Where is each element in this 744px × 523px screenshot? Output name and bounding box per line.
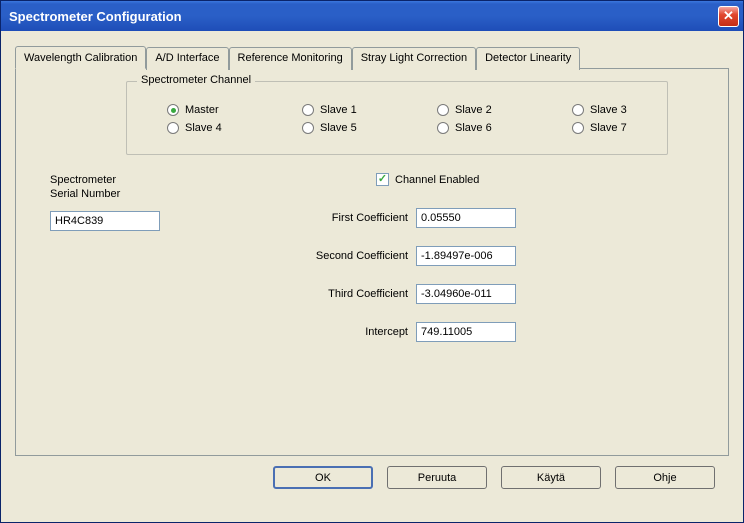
radio-label: Slave 3 (590, 104, 627, 116)
serial-label-line2: Serial Number (50, 188, 120, 200)
radio-icon (572, 122, 584, 134)
channel-enabled-label: Channel Enabled (395, 174, 479, 186)
tab-stray-light-correction[interactable]: Stray Light Correction (352, 47, 476, 70)
radio-label: Slave 6 (455, 122, 492, 134)
radio-icon (437, 122, 449, 134)
first-coefficient-row: First Coefficient (236, 208, 718, 228)
channel-enabled-row: Channel Enabled (376, 173, 718, 186)
radio-label: Slave 5 (320, 122, 357, 134)
first-coefficient-label: First Coefficient (236, 212, 416, 224)
apply-button[interactable]: Käytä (501, 466, 601, 489)
dialog-buttons: OK Peruuta Käytä Ohje (15, 456, 729, 489)
radio-slave7[interactable]: Slave 7 (572, 122, 647, 134)
radio-label: Slave 4 (185, 122, 222, 134)
form-area: Spectrometer Serial Number Channel Enabl… (26, 173, 718, 360)
help-button[interactable]: Ohje (615, 466, 715, 489)
close-icon: ✕ (723, 8, 734, 24)
second-coefficient-input[interactable] (416, 246, 516, 266)
radio-slave2[interactable]: Slave 2 (437, 104, 512, 116)
serial-label-line1: Spectrometer (50, 174, 116, 186)
window-title: Spectrometer Configuration (9, 9, 182, 24)
radio-slave3[interactable]: Slave 3 (572, 104, 647, 116)
third-coefficient-row: Third Coefficient (236, 284, 718, 304)
radio-slave1[interactable]: Slave 1 (302, 104, 377, 116)
titlebar: Spectrometer Configuration ✕ (1, 1, 743, 31)
coefficients-column: Channel Enabled First Coefficient Second… (216, 173, 718, 360)
intercept-input[interactable] (416, 322, 516, 342)
tab-reference-monitoring[interactable]: Reference Monitoring (229, 47, 352, 70)
radio-icon (167, 122, 179, 134)
serial-label: Spectrometer Serial Number (50, 173, 216, 201)
radio-slave4[interactable]: Slave 4 (167, 122, 242, 134)
radio-icon (572, 104, 584, 116)
ok-button[interactable]: OK (273, 466, 373, 489)
radio-icon (302, 122, 314, 134)
tab-panel: Spectrometer Channel Master Slave 1 Slav… (15, 68, 729, 456)
spectrometer-channel-group: Spectrometer Channel Master Slave 1 Slav… (126, 81, 668, 155)
second-coefficient-row: Second Coefficient (236, 246, 718, 266)
radio-row-1: Master Slave 1 Slave 2 Slave 3 (147, 104, 647, 116)
radio-label: Master (185, 104, 219, 116)
tab-wavelength-calibration[interactable]: Wavelength Calibration (15, 46, 146, 69)
radio-label: Slave 7 (590, 122, 627, 134)
radio-icon (167, 104, 179, 116)
tabstrip: Wavelength Calibration A/D Interface Ref… (15, 45, 729, 68)
third-coefficient-label: Third Coefficient (236, 288, 416, 300)
dialog-window: Spectrometer Configuration ✕ Wavelength … (0, 0, 744, 523)
radio-label: Slave 2 (455, 104, 492, 116)
radio-slave5[interactable]: Slave 5 (302, 122, 377, 134)
first-coefficient-input[interactable] (416, 208, 516, 228)
second-coefficient-label: Second Coefficient (236, 250, 416, 262)
radio-row-2: Slave 4 Slave 5 Slave 6 Slave 7 (147, 122, 647, 134)
cancel-button[interactable]: Peruuta (387, 466, 487, 489)
radio-icon (437, 104, 449, 116)
tab-ad-interface[interactable]: A/D Interface (146, 47, 228, 70)
close-button[interactable]: ✕ (718, 6, 739, 27)
intercept-label: Intercept (236, 326, 416, 338)
tab-detector-linearity[interactable]: Detector Linearity (476, 47, 580, 70)
radio-master[interactable]: Master (167, 104, 242, 116)
third-coefficient-input[interactable] (416, 284, 516, 304)
client-area: Wavelength Calibration A/D Interface Ref… (1, 31, 743, 499)
radio-icon (302, 104, 314, 116)
serial-column: Spectrometer Serial Number (26, 173, 216, 360)
group-title: Spectrometer Channel (137, 74, 255, 86)
channel-enabled-checkbox[interactable] (376, 173, 389, 186)
radio-label: Slave 1 (320, 104, 357, 116)
radio-slave6[interactable]: Slave 6 (437, 122, 512, 134)
intercept-row: Intercept (236, 322, 718, 342)
serial-number-input[interactable] (50, 211, 160, 231)
